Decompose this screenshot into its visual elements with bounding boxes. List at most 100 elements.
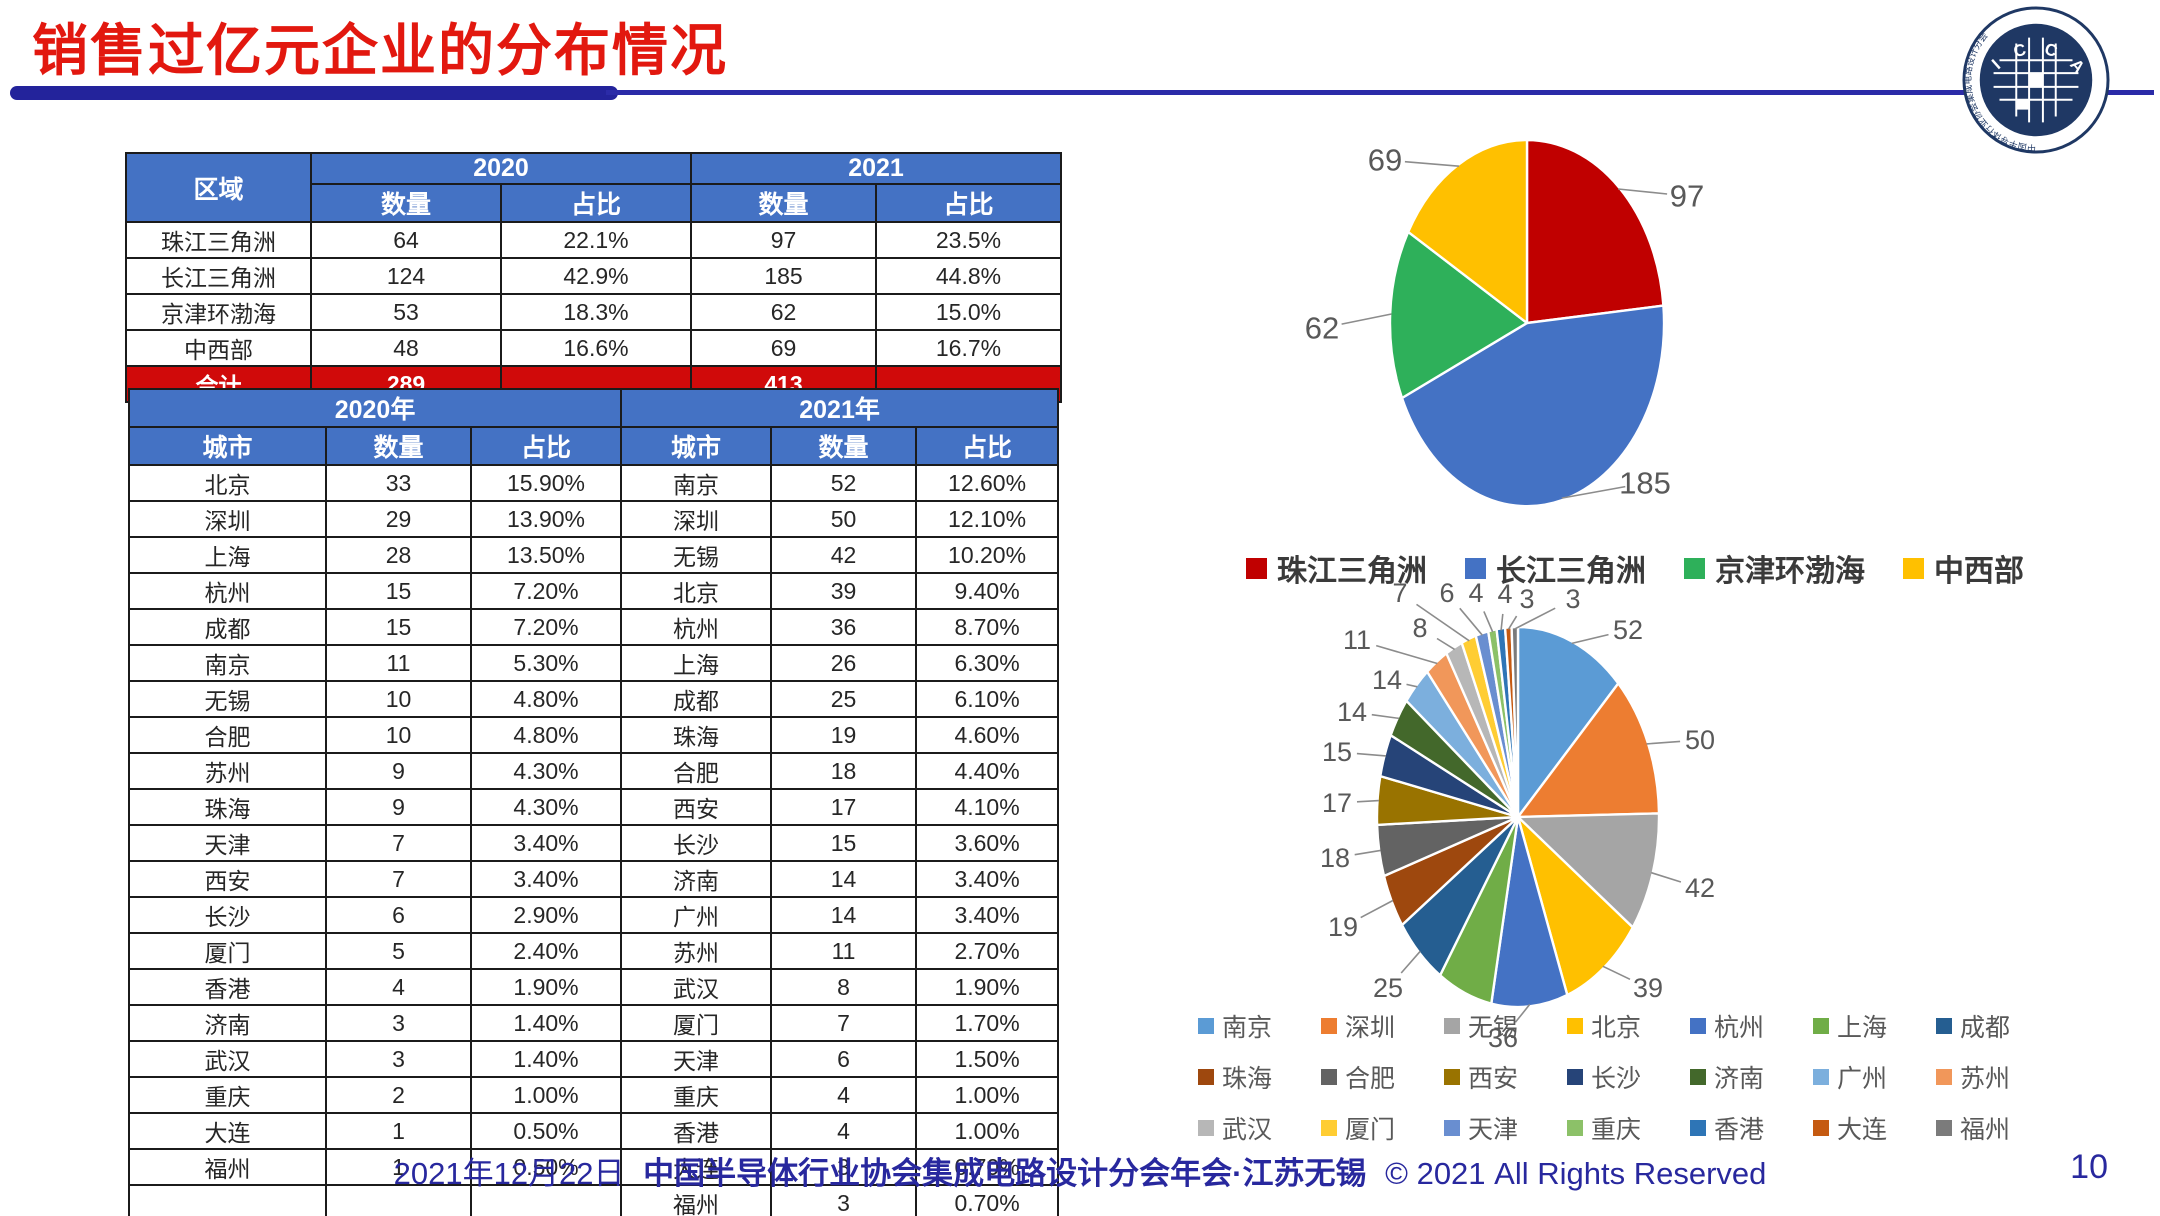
logo-grid [1993,37,2079,123]
table-cell: 1.00% [915,1112,1060,1150]
legend-swatch-icon [1567,1069,1583,1085]
table-cell: 无锡 [620,536,773,574]
label-leader-line [1646,740,1681,745]
pie-data-label: 4 [1497,579,1512,609]
legend-item-10: 长沙 [1567,1059,1690,1095]
legend-label: 中西部 [1934,555,2024,588]
label-leader-line [1371,713,1400,720]
iccad-logo: 中国半导体行业协会集成电路设计分会 I C C A D [1962,6,2110,154]
pie-data-label: 6 [1439,578,1454,608]
table-cell: 3.40% [915,860,1060,898]
legend-item-14: 武汉 [1198,1110,1321,1146]
label-leader-line [1436,637,1456,651]
table-cell: 南京 [620,464,773,502]
city-table: 2020年 2021年 城市 数量 占比 城市 数量 占比 北京 33 15.90%… [127,388,1060,1216]
table-cell: 济南 [620,860,773,898]
label-leader-line [1483,611,1494,633]
table-cell: 7 [325,824,472,862]
table-cell: 1.90% [469,968,623,1006]
table-cell: 2.70% [915,932,1060,970]
region-pie-legend: 珠江三角洲 长江三角洲 京津环渤海 中西部 [1246,546,2024,590]
legend-item-11: 济南 [1690,1059,1813,1095]
table-row: 上海 28 13.50% 无锡 42 10.20% [128,536,1060,574]
legend-swatch-icon [1813,1120,1829,1136]
table-cell: 京津环渤海 [125,293,312,331]
region-table: 区域 2020 2021 数量 占比 数量 占比 珠江三角洲 64 22.1% 97 2… [125,152,1062,403]
table-cell: 185 [690,257,877,295]
table-cell: 2.40% [469,932,623,970]
table-cell: 厦门 [620,1004,773,1042]
year-2021-header: 2021年 [620,388,1060,428]
label-leader-line [1356,752,1387,757]
pie-data-label: 3 [1565,584,1580,614]
table-cell: 中西部 [125,329,312,367]
table-cell: 合肥 [128,716,327,754]
legend-swatch-icon [1567,1120,1583,1136]
table-cell: 6 [325,896,472,934]
legend-label: 深圳 [1345,1014,1396,1042]
table-row: 无锡 10 4.80% 成都 25 6.10% [128,680,1060,718]
table-cell: 1 [325,1112,472,1150]
city-pie-legend: 南京 深圳 无锡 北京 杭州 上海 成都 珠海 合肥 西安 长沙 济南 广州 苏州 武汉 厦门 天津 重庆 香港 大连… [1198,1008,2059,1146]
legend-swatch-icon [1936,1069,1952,1085]
table-cell: 22.1% [500,221,692,259]
legend-swatch-icon [1903,557,1924,579]
pie-slice-4 [1490,815,1569,1009]
table-cell: 福州 [128,1148,327,1186]
year-2021-header: 2021 [690,152,1062,185]
table-cell [325,1184,472,1216]
table-cell: 9 [325,788,472,826]
table-cell: 长江三角洲 [125,257,312,295]
label-leader-line [1360,899,1394,919]
legend-item-4: 杭州 [1690,1008,1813,1044]
label-leader-line [1514,1003,1531,1023]
table-cell: 4 [770,1076,918,1114]
table-cell: 1 [325,1148,472,1186]
count-header: 数量 [310,183,502,223]
legend-label: 合肥 [1345,1065,1396,1093]
legend-swatch-icon [1813,1018,1829,1034]
table-cell: 0.70% [915,1148,1060,1186]
table-row: 成都 15 7.20% 杭州 36 8.70% [128,608,1060,646]
table-cell: 大连 [620,1148,773,1186]
legend-item-17: 重庆 [1567,1110,1690,1146]
table-cell: 4.30% [469,788,623,826]
legend-item-13: 苏州 [1936,1059,2059,1095]
table-row: 中西部 48 16.6% 69 16.7% [125,329,1062,367]
legend-label: 重庆 [1591,1116,1642,1144]
table-cell: 69 [690,329,877,367]
legend-swatch-icon [1198,1120,1214,1136]
table-cell: 6.10% [915,680,1060,718]
legend-label: 厦门 [1345,1116,1396,1144]
table-cell: 厦门 [128,932,327,970]
pie-data-label: 62 [1305,311,1339,346]
share-header: 占比 [915,426,1060,466]
label-leader-line [1459,607,1483,636]
legend-swatch-icon [1567,1018,1583,1034]
title-underline-line [606,90,2154,95]
table-cell: 1.50% [915,1040,1060,1078]
table-cell: 武汉 [620,968,773,1006]
legend-item-6: 成都 [1936,1008,2059,1044]
pie-data-label: 185 [1619,466,1671,501]
table-row: 南京 11 5.30% 上海 26 6.30% [128,644,1060,682]
legend-swatch-icon [1321,1120,1337,1136]
table-cell: 4.80% [469,716,623,754]
table-cell: 合肥 [620,752,773,790]
legend-label: 京津环渤海 [1715,555,1865,588]
table-cell: 6.30% [915,644,1060,682]
title-underline-bar [10,86,618,100]
pie-slice-3 [1516,815,1634,997]
label-leader-line [1341,313,1392,325]
table-cell: 10.20% [915,536,1060,574]
pie-data-label: 11 [1343,625,1371,655]
table-cell [128,1184,327,1216]
table-row: 珠江三角洲 64 22.1% 97 23.5% [125,221,1062,259]
table-row: 福州 3 0.70% [128,1184,1060,1216]
table-cell: 1.00% [915,1076,1060,1114]
table-cell: 13.90% [469,500,623,538]
table-cell: 杭州 [128,572,327,610]
legend-swatch-icon [1690,1018,1706,1034]
pie-data-label: 19 [1328,912,1358,942]
label-leader-line [1404,160,1460,167]
